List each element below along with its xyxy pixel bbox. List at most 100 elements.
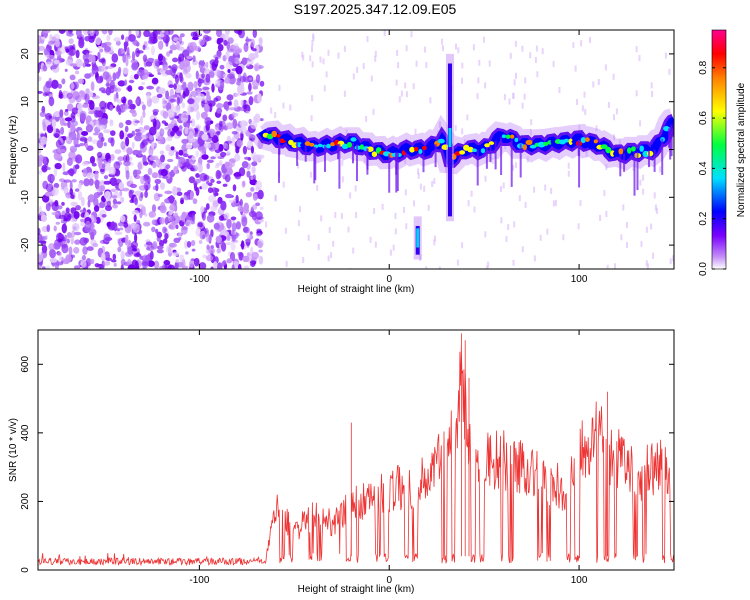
noise-blotch	[197, 222, 203, 228]
noise-blotch	[81, 104, 89, 108]
speckle	[539, 234, 542, 241]
speckle	[620, 234, 623, 241]
speckle	[425, 62, 428, 69]
noise-blotch	[106, 79, 110, 89]
noise-blotch	[131, 142, 135, 149]
speckle	[427, 204, 430, 211]
noise-blotch	[160, 182, 165, 190]
noise-blotch	[230, 242, 236, 251]
noise-blotch	[63, 179, 72, 183]
noise-blotch	[144, 190, 149, 198]
speckle	[635, 90, 638, 97]
noise-blotch	[97, 51, 101, 60]
noise-blotch	[131, 241, 138, 249]
noise-blotch	[58, 91, 64, 98]
noise-blotch	[250, 145, 254, 154]
colorbar-tick-label: 0.4	[698, 161, 709, 175]
speckle	[381, 203, 384, 210]
noise-blotch	[112, 204, 118, 209]
speckle	[417, 172, 420, 179]
noise-blotch	[251, 165, 256, 174]
ridge-hotspot	[276, 134, 281, 138]
noise-blotch	[162, 111, 169, 119]
speckle	[526, 156, 529, 163]
noise-blotch	[198, 39, 205, 46]
speckle	[491, 158, 494, 165]
speckle	[400, 90, 403, 97]
noise-blotch	[74, 231, 82, 236]
noise-blotch	[69, 63, 77, 67]
noise-blotch	[165, 144, 171, 152]
noise-blotch	[142, 266, 147, 269]
noise-blotch	[162, 64, 169, 71]
colorbar-ticks: 0.0 0.2 0.4 0.6 0.8	[698, 60, 726, 276]
noise-blotch	[164, 216, 169, 225]
noise-blotch	[183, 63, 191, 74]
noise-blotch	[176, 130, 183, 137]
speckle	[334, 212, 337, 218]
noise-blotch	[176, 191, 183, 196]
noise-blotch	[187, 105, 191, 114]
noise-blotch	[134, 128, 141, 133]
speckle	[652, 252, 654, 259]
ridge-hotspot	[563, 138, 570, 143]
noise-blotch	[168, 150, 174, 157]
noise-blotch	[251, 251, 259, 260]
noise-blotch	[237, 205, 245, 212]
noise-blotch	[40, 210, 45, 218]
noise-blotch	[215, 95, 222, 102]
noise-blotch	[69, 188, 74, 196]
speckle	[302, 54, 305, 61]
speckle	[392, 244, 395, 251]
noise-blotch	[84, 58, 90, 65]
noise-blotch	[197, 78, 205, 84]
spectrogram-ytick-label: -10	[20, 190, 31, 205]
noise-blotch	[108, 166, 116, 175]
noise-blotch	[209, 120, 214, 124]
noise-blotch	[226, 258, 233, 264]
noise-blotch	[199, 146, 207, 153]
speckle	[650, 223, 653, 230]
noise-blotch	[133, 169, 142, 175]
noise-blotch	[127, 99, 133, 106]
speckle	[284, 227, 287, 234]
ridge-hotspot	[639, 145, 644, 152]
noise-blotch	[95, 120, 100, 128]
speckle	[638, 55, 641, 62]
noise-blotch	[178, 149, 184, 156]
noise-blotch	[136, 50, 144, 54]
ridge-hotspot	[317, 143, 323, 148]
noise-blotch	[118, 122, 124, 129]
noise-blotch	[55, 50, 62, 56]
speckle	[530, 129, 532, 136]
noise-blotch	[155, 183, 159, 192]
speckle	[512, 164, 515, 171]
noise-blotch	[112, 198, 117, 205]
noise-blotch	[251, 212, 257, 221]
noise-blotch	[152, 108, 159, 114]
speckle	[405, 91, 408, 98]
noise-blotch	[38, 142, 44, 150]
noise-blotch	[158, 40, 164, 50]
noise-blotch	[109, 154, 115, 161]
noise-blotch	[178, 237, 182, 241]
speckle	[285, 260, 288, 267]
noise-blotch	[175, 224, 179, 229]
noise-blotch	[173, 83, 177, 90]
noise-blotch	[192, 55, 196, 63]
noise-blotch	[218, 215, 225, 222]
speckle	[374, 55, 377, 62]
speckle	[355, 212, 358, 218]
speckle	[574, 65, 577, 72]
noise-blotch	[257, 216, 264, 220]
noise-blotch	[179, 72, 183, 82]
noise-blotch	[240, 240, 245, 250]
noise-blotch	[123, 221, 129, 228]
noise-blotch	[206, 162, 210, 170]
speckle	[669, 258, 672, 265]
speckle	[312, 33, 315, 40]
noise-blotch	[249, 77, 253, 81]
noise-blotch	[190, 118, 196, 128]
